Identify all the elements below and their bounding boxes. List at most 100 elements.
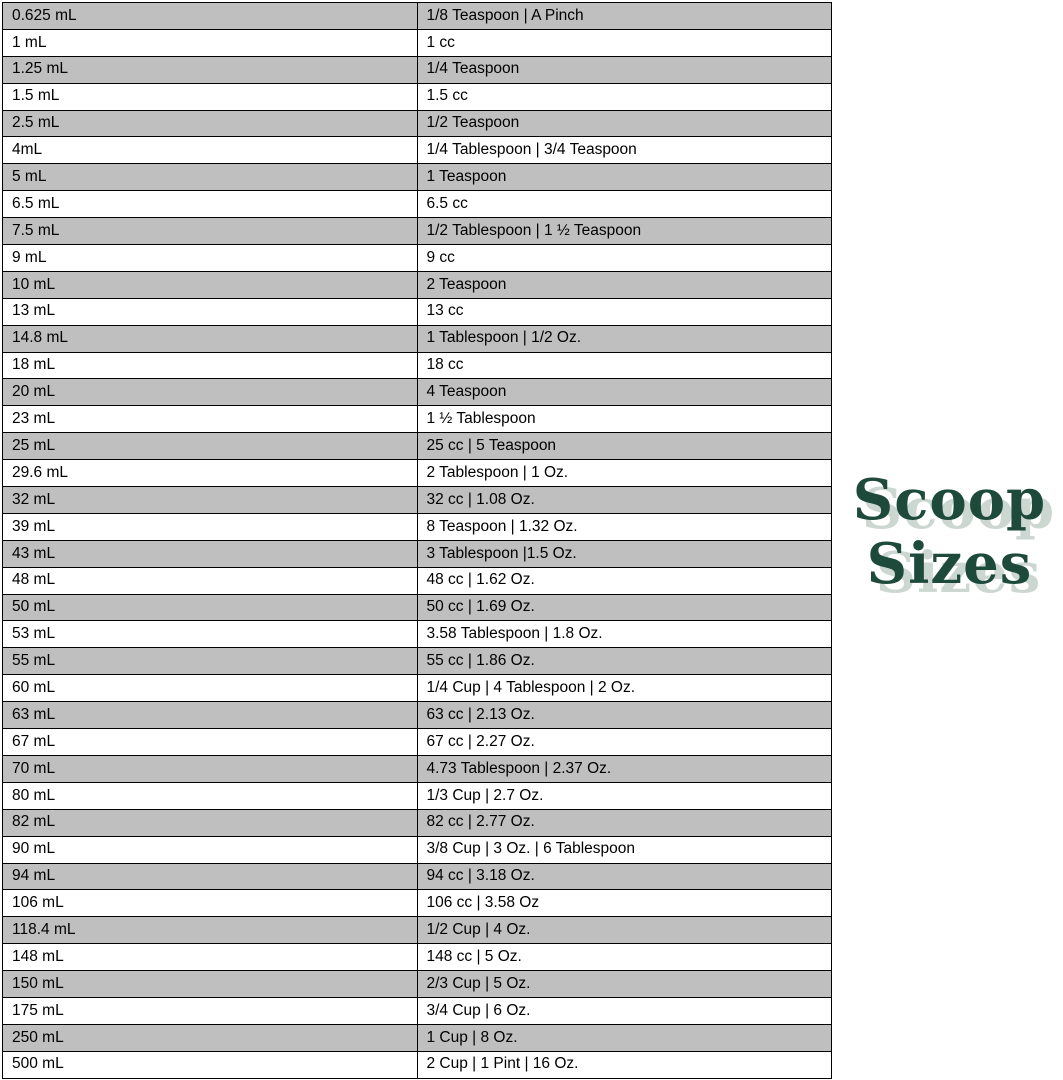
ml-cell: 148 mL [2, 943, 418, 972]
ml-cell: 23 mL [2, 405, 418, 434]
table-row: 67 mL 67 cc | 2.27 Oz. [2, 728, 832, 756]
table-row: 10 mL 2 Teaspoon [2, 270, 832, 299]
conversion-cell: 4 Teaspoon [416, 378, 832, 407]
conversion-cell: 106 cc | 3.58 Oz [416, 889, 832, 918]
conversion-cell: 148 cc | 5 Oz. [416, 943, 832, 972]
conversion-cell: 4.73 Tablespoon | 2.37 Oz. [416, 754, 832, 783]
conversion-cell: 1/8 Teaspoon | A Pinch [416, 2, 832, 30]
ml-cell: 9 mL [2, 244, 418, 272]
conversion-cell: 8 Teaspoon | 1.32 Oz. [416, 512, 832, 541]
ml-cell: 43 mL [2, 539, 418, 568]
ml-cell: 5 mL [2, 163, 418, 192]
ml-cell: 1.25 mL [2, 55, 418, 84]
table-row: 9 mL 9 cc [2, 244, 832, 272]
table-row: 53 mL 3.58 Tablespoon | 1.8 Oz. [2, 620, 832, 649]
table-row: 150 mL 2/3 Cup | 5 Oz. [2, 970, 832, 998]
conversion-cell: 2 Cup | 1 Pint | 16 Oz. [416, 1050, 832, 1079]
conversion-cell: 1 Tablespoon | 1/2 Oz. [416, 324, 832, 353]
scoop-size-conversion-table: 0.625 mL 1/8 Teaspoon | A Pinch 1 mL 1 cc 1.… [2, 2, 832, 1079]
table-row: 14.8 mL 1 Tablespoon | 1/2 Oz. [2, 324, 832, 353]
ml-cell: 48 mL [2, 566, 418, 595]
ml-cell: 106 mL [2, 889, 418, 918]
ml-cell: 7.5 mL [2, 217, 418, 246]
ml-cell: 500 mL [2, 1050, 418, 1079]
table-row: 55 mL 55 cc | 1.86 Oz. [2, 647, 832, 676]
ml-cell: 1.5 mL [2, 82, 418, 111]
scoop-sizes-logo: Scoop Sizes [836, 468, 1063, 596]
conversion-cell: 32 cc | 1.08 Oz. [416, 486, 832, 514]
table-row: 39 mL 8 Teaspoon | 1.32 Oz. [2, 512, 832, 541]
conversion-cell: 3 Tablespoon |1.5 Oz. [416, 539, 832, 568]
ml-cell: 63 mL [2, 701, 418, 730]
ml-cell: 0.625 mL [2, 2, 418, 30]
table-row: 80 mL 1/3 Cup | 2.7 Oz. [2, 781, 832, 810]
ml-cell: 80 mL [2, 781, 418, 810]
ml-cell: 1 mL [2, 28, 418, 57]
table-row: 29.6 mL 2 Tablespoon | 1 Oz. [2, 459, 832, 488]
conversion-cell: 63 cc | 2.13 Oz. [416, 701, 832, 730]
conversion-cell: 3/4 Cup | 6 Oz. [416, 996, 832, 1025]
conversion-cell: 50 cc | 1.69 Oz. [416, 593, 832, 622]
table-row: 43 mL 3 Tablespoon |1.5 Oz. [2, 539, 832, 568]
table-row: 94 mL 94 cc | 3.18 Oz. [2, 862, 832, 891]
table-row: 106 mL 106 cc | 3.58 Oz [2, 889, 832, 918]
ml-cell: 94 mL [2, 862, 418, 891]
table-row: 32 mL 32 cc | 1.08 Oz. [2, 486, 832, 514]
table-row: 148 mL 148 cc | 5 Oz. [2, 943, 832, 972]
ml-cell: 29.6 mL [2, 459, 418, 488]
ml-cell: 32 mL [2, 486, 418, 514]
conversion-cell: 6.5 cc [416, 190, 832, 219]
ml-cell: 150 mL [2, 970, 418, 998]
conversion-cell: 18 cc [416, 351, 832, 380]
conversion-cell: 1 Teaspoon [416, 163, 832, 192]
conversion-cell: 1 cc [416, 28, 832, 57]
table-row: 2.5 mL 1/2 Teaspoon [2, 109, 832, 138]
conversion-cell: 1 ½ Tablespoon [416, 405, 832, 434]
table-row: 4mL 1/4 Tablespoon | 3/4 Teaspoon [2, 136, 832, 165]
logo-line-sizes: Sizes [866, 531, 1033, 597]
table-row: 5 mL 1 Teaspoon [2, 163, 832, 192]
ml-cell: 55 mL [2, 647, 418, 676]
ml-cell: 118.4 mL [2, 916, 418, 945]
conversion-cell: 67 cc | 2.27 Oz. [416, 728, 832, 756]
table-row: 25 mL 25 cc | 5 Teaspoon [2, 432, 832, 461]
ml-cell: 82 mL [2, 808, 418, 837]
conversion-cell: 82 cc | 2.77 Oz. [416, 808, 832, 837]
ml-cell: 4mL [2, 136, 418, 165]
table-row: 60 mL 1/4 Cup | 4 Tablespoon | 2 Oz. [2, 674, 832, 703]
table-row: 175 mL 3/4 Cup | 6 Oz. [2, 996, 832, 1025]
conversion-cell: 1/2 Teaspoon [416, 109, 832, 138]
table-row: 1.5 mL 1.5 cc [2, 82, 832, 111]
ml-cell: 10 mL [2, 270, 418, 299]
ml-cell: 250 mL [2, 1023, 418, 1052]
ml-cell: 2.5 mL [2, 109, 418, 138]
logo-line-scoop: Scoop [852, 467, 1047, 533]
conversion-cell: 9 cc [416, 244, 832, 272]
table-row: 1 mL 1 cc [2, 28, 832, 57]
ml-cell: 53 mL [2, 620, 418, 649]
conversion-cell: 13 cc [416, 297, 832, 326]
ml-cell: 6.5 mL [2, 190, 418, 219]
table-row: 18 mL 18 cc [2, 351, 832, 380]
table-row: 0.625 mL 1/8 Teaspoon | A Pinch [2, 2, 832, 30]
conversion-cell: 1/3 Cup | 2.7 Oz. [416, 781, 832, 810]
conversion-cell: 1/2 Tablespoon | 1 ½ Teaspoon [416, 217, 832, 246]
conversion-cell: 1/4 Cup | 4 Tablespoon | 2 Oz. [416, 674, 832, 703]
conversion-cell: 48 cc | 1.62 Oz. [416, 566, 832, 595]
ml-cell: 39 mL [2, 512, 418, 541]
table-row: 90 mL 3/8 Cup | 3 Oz. | 6 Tablespoon [2, 835, 832, 864]
conversion-cell: 1.5 cc [416, 82, 832, 111]
table-row: 82 mL 82 cc | 2.77 Oz. [2, 808, 832, 837]
conversion-cell: 1/4 Teaspoon [416, 55, 832, 84]
table-row: 63 mL 63 cc | 2.13 Oz. [2, 701, 832, 730]
table-row: 23 mL 1 ½ Tablespoon [2, 405, 832, 434]
conversion-cell: 3/8 Cup | 3 Oz. | 6 Tablespoon [416, 835, 832, 864]
ml-cell: 67 mL [2, 728, 418, 756]
ml-cell: 20 mL [2, 378, 418, 407]
table-row: 500 mL 2 Cup | 1 Pint | 16 Oz. [2, 1050, 832, 1079]
table-row: 6.5 mL 6.5 cc [2, 190, 832, 219]
table-row: 118.4 mL 1/2 Cup | 4 Oz. [2, 916, 832, 945]
ml-cell: 90 mL [2, 835, 418, 864]
table-row: 20 mL 4 Teaspoon [2, 378, 832, 407]
ml-cell: 175 mL [2, 996, 418, 1025]
